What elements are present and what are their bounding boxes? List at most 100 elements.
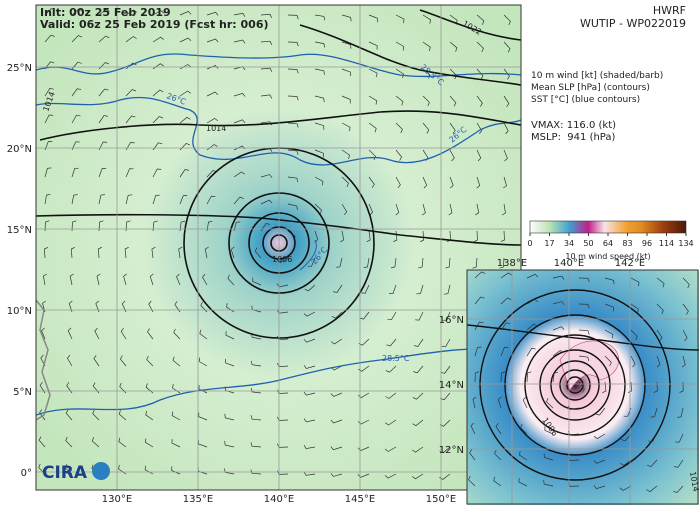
wind-barb bbox=[493, 476, 502, 487]
wind-barb bbox=[152, 36, 165, 43]
wind-barb bbox=[475, 203, 480, 216]
wind-barb bbox=[368, 41, 378, 50]
wind-barb bbox=[449, 122, 456, 134]
wind-barb bbox=[449, 149, 455, 162]
wind-barb bbox=[412, 446, 424, 453]
wind-barb bbox=[656, 329, 663, 342]
wind-barb bbox=[39, 381, 46, 394]
wind-barb bbox=[224, 441, 235, 448]
wind-barb bbox=[66, 354, 73, 367]
wind-barb bbox=[176, 273, 181, 286]
wind-barb bbox=[71, 114, 81, 124]
wind-barb bbox=[69, 273, 74, 286]
wind-barb bbox=[123, 273, 128, 286]
wind-barb bbox=[118, 410, 127, 421]
wind-barb bbox=[118, 437, 127, 448]
wind-barb bbox=[44, 167, 52, 178]
inset-lon-label: 142°E bbox=[615, 258, 645, 269]
wind-barb bbox=[341, 176, 349, 188]
wind-barb bbox=[44, 114, 54, 124]
wind-barb bbox=[503, 176, 507, 189]
wind-barb bbox=[260, 13, 273, 19]
wind-barb bbox=[252, 277, 262, 286]
wind-barb bbox=[67, 327, 73, 340]
wind-barb bbox=[500, 322, 511, 331]
wind-barb bbox=[368, 68, 378, 78]
wind-barb bbox=[125, 9, 138, 16]
wind-barb bbox=[526, 347, 536, 357]
wind-barb bbox=[330, 338, 343, 345]
wind-barb bbox=[422, 41, 431, 52]
coastline bbox=[36, 299, 51, 421]
lon-label: 130°E bbox=[102, 494, 132, 505]
wind-barb bbox=[395, 68, 404, 78]
wind-barb bbox=[500, 347, 509, 357]
wind-barb bbox=[384, 473, 397, 479]
wind-barb bbox=[411, 473, 424, 480]
wind-barb bbox=[361, 284, 370, 294]
wind-barb bbox=[518, 478, 528, 487]
wind-barb bbox=[476, 95, 483, 107]
wind-barb bbox=[43, 273, 47, 286]
wind-barb bbox=[198, 439, 208, 448]
wind-barb bbox=[476, 14, 485, 25]
lat-label: 5°N bbox=[13, 387, 32, 398]
inset-lat-label: 12°N bbox=[439, 445, 464, 456]
wind-barb bbox=[206, 195, 216, 205]
wind-barb bbox=[422, 122, 430, 134]
wind-barb bbox=[225, 331, 235, 340]
wind-barb bbox=[358, 365, 370, 372]
wind-barb bbox=[179, 10, 192, 16]
wind-barb bbox=[473, 230, 478, 243]
lon-label: 150°E bbox=[426, 494, 456, 505]
colorbar-tick-label: 134 bbox=[678, 239, 693, 248]
colorbar-tick-label: 114 bbox=[659, 239, 674, 248]
wind-barb bbox=[125, 168, 134, 178]
wind-barb bbox=[303, 418, 316, 423]
wind-barb bbox=[503, 41, 511, 53]
wind-barb bbox=[449, 95, 457, 107]
wind-barb bbox=[224, 413, 235, 421]
wind-barb bbox=[552, 326, 565, 331]
wind-barb bbox=[627, 381, 632, 393]
wind-barb bbox=[125, 141, 135, 151]
wind-barb bbox=[71, 35, 83, 43]
wind-barb bbox=[287, 203, 298, 211]
wind-barb bbox=[70, 246, 76, 259]
wind-barb bbox=[503, 95, 510, 108]
wind-barb bbox=[497, 396, 502, 409]
wind-barb bbox=[314, 14, 326, 21]
wind-barb bbox=[287, 41, 299, 47]
wind-barb bbox=[578, 355, 590, 362]
wind-barb bbox=[314, 41, 326, 48]
wind-barb bbox=[552, 275, 565, 280]
wind-barb bbox=[544, 426, 554, 435]
wind-barb bbox=[125, 194, 133, 205]
wind-barb bbox=[171, 439, 181, 448]
inset-frame bbox=[466, 269, 699, 505]
wind-barb bbox=[449, 41, 458, 52]
wind-barb bbox=[179, 37, 192, 43]
wind-barb bbox=[650, 407, 658, 418]
wind-barb bbox=[543, 453, 554, 461]
wind-barb bbox=[677, 407, 684, 418]
wind-barb bbox=[198, 357, 208, 367]
logo-text: CIRA bbox=[42, 463, 88, 483]
wind-barb bbox=[340, 230, 345, 243]
wind-barb bbox=[171, 466, 181, 475]
wind-barb bbox=[149, 273, 154, 286]
wind-barb bbox=[119, 355, 127, 367]
wind-barb bbox=[395, 203, 400, 216]
wind-barb bbox=[330, 472, 343, 477]
wind-barb bbox=[330, 446, 343, 451]
lat-label: 15°N bbox=[7, 225, 32, 236]
wind-barb bbox=[98, 168, 107, 178]
wind-barb bbox=[92, 409, 100, 421]
wind-barb bbox=[682, 303, 689, 315]
wind-barb bbox=[260, 67, 273, 72]
wind-barb bbox=[357, 392, 370, 399]
wind-barb bbox=[151, 246, 156, 259]
wind-barb bbox=[204, 246, 209, 259]
wind-barb bbox=[552, 371, 559, 383]
